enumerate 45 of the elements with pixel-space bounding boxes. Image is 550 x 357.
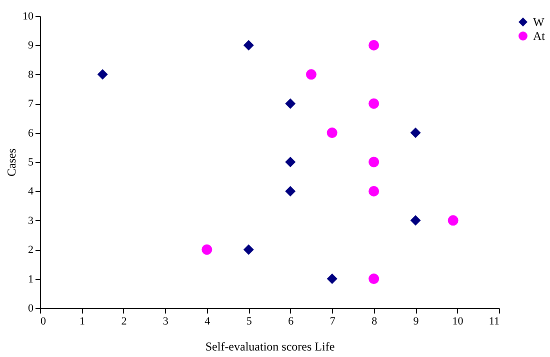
y-tick-label: 9 [28,40,34,52]
point [306,69,316,80]
point [368,186,380,196]
point [410,215,421,226]
y-tick-label: 8 [28,68,34,81]
x-axis-title: Self-evaluation scores Life [205,340,335,354]
y-tick-label: 4 [28,186,34,198]
x-tick-label: 10 [452,316,464,328]
x-tick-label: 1 [79,316,85,328]
point [326,274,338,284]
x-tick-label: 9 [413,316,420,328]
point [448,215,458,226]
point [285,156,296,168]
x-tick-label: 11 [488,316,500,328]
point [285,98,296,109]
point [243,40,254,50]
legend-label: At [533,29,546,43]
x-tick-label: 5 [246,316,252,328]
point [243,244,254,255]
point [410,128,421,138]
y-axis-title: Cases [4,148,18,176]
x-tick-label: 0 [40,316,46,328]
legend-label: W [533,15,545,29]
x-tick-label: 8 [372,316,378,328]
y-tick-label: 3 [28,214,34,227]
point [368,40,380,50]
x-tick-label: 3 [162,316,169,328]
y-tick-label: 6 [28,127,34,140]
y-tick-label: 10 [22,10,34,22]
x-tick-label: 7 [330,316,336,328]
x-tick-label: 4 [204,316,211,328]
point [97,69,108,80]
point [202,244,212,255]
point [368,98,380,109]
point [368,156,380,168]
point [368,274,380,284]
y-tick-label: 2 [28,244,34,256]
point [326,128,338,138]
y-tick-label: 1 [28,273,34,286]
y-tick-label: 0 [28,302,34,314]
x-tick-label: 6 [288,316,294,328]
point [285,186,296,196]
y-tick-label: 5 [28,156,34,168]
x-tick-label: 2 [121,316,127,328]
y-tick-label: 7 [28,98,34,110]
